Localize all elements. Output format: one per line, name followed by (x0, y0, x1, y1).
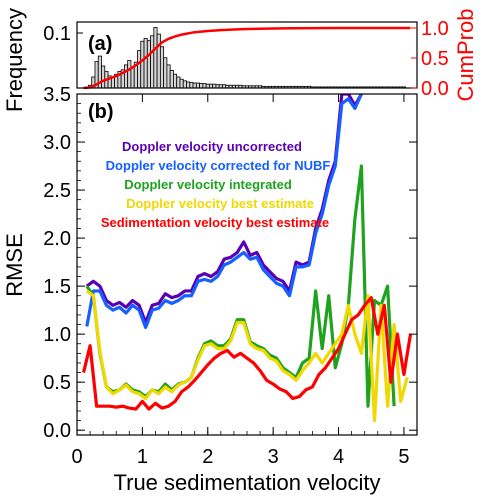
histogram-bar (169, 70, 174, 89)
y-tick-label: 0.5 (43, 372, 71, 394)
x-tick-label: 1 (137, 446, 148, 468)
y-tick-label: 2.0 (43, 228, 71, 250)
panel-a-label: (a) (88, 33, 112, 55)
histogram-bar (202, 83, 207, 89)
histogram-bar (101, 65, 106, 89)
legend: Doppler velocity uncorrected Doppler velo… (101, 139, 331, 230)
tick-label: 0.1 (43, 23, 71, 45)
y-tick-label: 1.5 (43, 276, 71, 298)
histogram-bar (146, 40, 151, 89)
x-tick-label: 5 (398, 446, 409, 468)
x-tick-label: 3 (268, 446, 279, 468)
panel-b-xlabel: True sedimentation velocity (114, 470, 381, 495)
panel-a: 0.1 0.0 0.5 1.0 (a) Frequency CumProb (2, 8, 478, 112)
histogram-bar (186, 81, 191, 89)
panel-a-right-ylabel: CumProb (453, 9, 478, 102)
panel-b-ylabel: RMSE (2, 233, 27, 297)
histogram-bar (182, 80, 187, 89)
legend-entry: Doppler velocity uncorrected (122, 139, 302, 154)
histogram-bar (195, 82, 201, 89)
series-lines (81, 94, 413, 423)
legend-entry: Doppler velocity best estimate (126, 196, 314, 211)
panel-a-right-axis: 0.0 0.5 1.0 (411, 18, 449, 100)
y-tick-label: 1.0 (43, 324, 71, 346)
histogram-bars (88, 27, 406, 89)
x-tick-label: 2 (202, 446, 213, 468)
series-line (81, 296, 413, 411)
legend-entry: Sedimentation velocity best estimate (101, 215, 329, 230)
x-tick-label: 0 (71, 446, 82, 468)
histogram-bar (189, 82, 194, 89)
cumprob-line (83, 26, 411, 90)
histogram-bar (179, 78, 184, 89)
legend-entry: Doppler velocity corrected for NUBF (106, 158, 331, 173)
tick-label-right: 1.0 (421, 18, 449, 40)
histogram-bar (156, 33, 161, 89)
histogram-bar (159, 46, 165, 89)
histogram-bar (163, 57, 168, 89)
histogram-bar (192, 82, 197, 89)
histogram-bar (124, 64, 129, 89)
histogram-bar (143, 38, 148, 89)
y-tick-label: 2.5 (43, 180, 71, 202)
legend-entry: Doppler velocity integrated (124, 177, 292, 192)
histogram-bar (137, 50, 142, 89)
histogram-bar (150, 35, 155, 89)
histogram-bar (130, 66, 135, 89)
tick-label-right: 0.5 (421, 48, 449, 70)
series-line (85, 94, 363, 330)
y-tick-label: 0.0 (43, 420, 71, 442)
y-tick-label: 3.5 (43, 84, 71, 106)
panel-b: 0 1 2 3 4 5 0.0 0.5 1.0 1.5 2.0 2.5 3.0 3.5 (b) Dopp… (2, 84, 418, 495)
histogram-bar (199, 83, 204, 89)
y-tick-label: 3.0 (43, 132, 71, 154)
panel-b-x-axis: 0 1 2 3 4 5 (71, 94, 418, 468)
panel-a-ylabel: Frequency (2, 8, 27, 112)
panel-a-left-axis: 0.1 (43, 23, 83, 45)
series-line (85, 289, 409, 423)
histogram-bar (127, 60, 132, 89)
histogram-bar (173, 73, 178, 89)
panel-b-label: (b) (88, 101, 114, 123)
panel-a-frame (76, 21, 418, 89)
panel-b-y-axis: 0.0 0.5 1.0 1.5 2.0 2.5 3.0 3.5 (43, 84, 417, 442)
histogram-bar (176, 76, 181, 89)
histogram-bar (166, 64, 171, 89)
histogram-bar (153, 27, 158, 89)
histogram-bar (140, 40, 145, 89)
x-tick-label: 4 (333, 446, 344, 468)
tick-label-right: 0.0 (421, 78, 449, 100)
